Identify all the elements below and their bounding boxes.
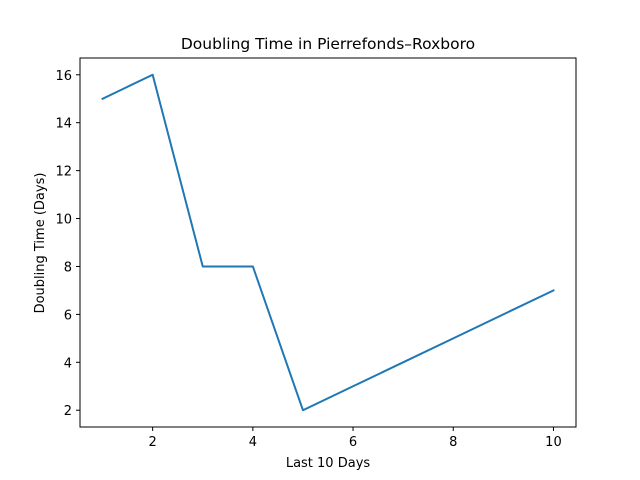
y-tick-label: 16 xyxy=(55,69,72,84)
x-tick-label: 8 xyxy=(449,435,457,450)
y-tick-label: 6 xyxy=(64,308,72,323)
x-tick-label: 2 xyxy=(149,435,157,450)
x-tick-label: 6 xyxy=(349,435,357,450)
y-tick-label: 10 xyxy=(55,213,72,228)
y-tick-label: 12 xyxy=(55,165,72,180)
y-ticks: 2 4 6 8 10 12 14 16 xyxy=(55,69,80,419)
chart-title: Doubling Time in Pierrefonds–Roxboro xyxy=(181,35,475,53)
plot-area xyxy=(80,58,576,427)
series-layer xyxy=(101,73,555,412)
series-line xyxy=(101,73,555,412)
x-tick-label: 4 xyxy=(249,435,257,450)
x-tick-label: 10 xyxy=(545,435,562,450)
x-axis-label: Last 10 Days xyxy=(286,456,371,471)
x-ticks: 2 4 6 8 10 xyxy=(149,427,562,450)
y-tick-label: 4 xyxy=(64,356,72,371)
y-tick-label: 8 xyxy=(64,260,72,275)
y-tick-label: 14 xyxy=(55,117,72,132)
plot-frame xyxy=(79,57,577,428)
y-tick-label: 2 xyxy=(64,404,72,419)
y-axis-label: Doubling Time (Days) xyxy=(33,173,48,314)
